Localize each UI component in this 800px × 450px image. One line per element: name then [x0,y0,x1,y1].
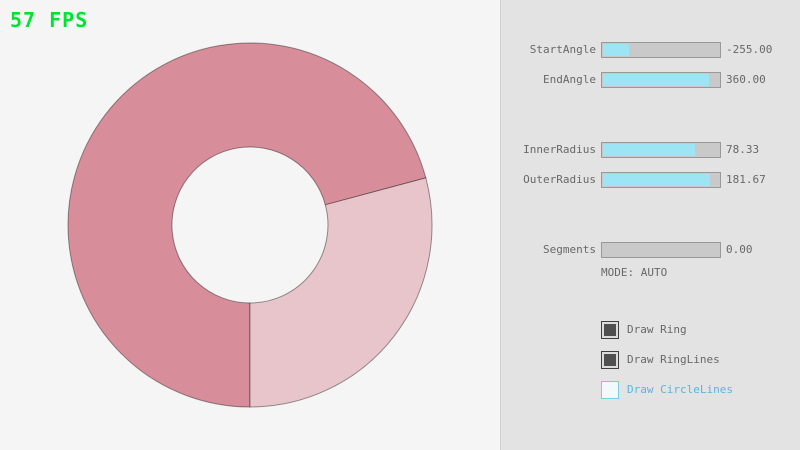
draw-circlelines-label: Draw CircleLines [627,383,733,396]
draw-ring-checkbox-row: Draw Ring [501,320,800,340]
draw-circlelines-checkbox[interactable] [601,381,619,399]
end-angle-row: EndAngle 360.00 [501,70,800,90]
controls-panel: StartAngle -255.00 EndAngle 360.00 Inner… [500,0,800,450]
draw-ringlines-checkbox[interactable] [601,351,619,369]
ring-sector-dark [67,42,427,408]
end-angle-label: EndAngle [543,73,596,86]
slider-fill [603,174,711,186]
draw-ringlines-label: Draw RingLines [627,353,720,366]
slider-fill [603,44,629,56]
start-angle-slider[interactable] [601,42,721,58]
start-angle-label: StartAngle [529,43,596,56]
inner-radius-label: InnerRadius [523,143,596,156]
draw-ring-checkbox[interactable] [601,321,619,339]
canvas-area: 57 FPS [10,8,433,408]
end-angle-slider[interactable] [601,72,721,88]
fps-counter: 57 FPS [10,8,89,32]
end-angle-value: 360.00 [726,73,766,86]
segments-mode-text: MODE: AUTO [601,266,668,279]
outer-radius-label: OuterRadius [523,173,596,186]
outer-radius-value: 181.67 [726,173,766,186]
ring-sector-light [249,177,433,408]
draw-circlelines-checkbox-row: Draw CircleLines [501,380,800,400]
inner-radius-value: 78.33 [726,143,760,156]
start-angle-value: -255.00 [726,43,773,56]
slider-fill [603,74,710,86]
start-angle-row: StartAngle -255.00 [501,40,800,60]
segments-label: Segments [543,243,596,256]
outer-radius-row: OuterRadius 181.67 [501,170,800,190]
inner-radius-slider[interactable] [601,142,721,158]
segments-slider[interactable] [601,242,721,258]
inner-radius-row: InnerRadius 78.33 [501,140,800,160]
draw-ring-label: Draw Ring [627,323,687,336]
segments-row: Segments 0.00 [501,240,800,260]
outer-radius-slider[interactable] [601,172,721,188]
ring-graphic [67,42,433,408]
slider-fill [603,144,696,156]
draw-ringlines-checkbox-row: Draw RingLines [501,350,800,370]
segments-value: 0.00 [726,243,753,256]
